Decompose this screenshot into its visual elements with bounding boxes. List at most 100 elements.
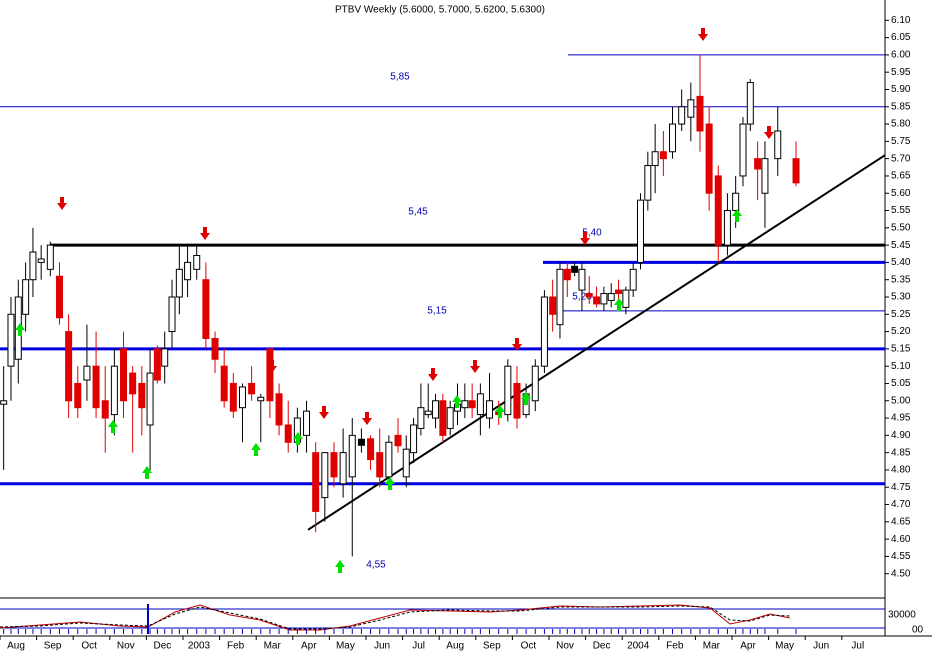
candle-body xyxy=(504,365,512,416)
sell-arrow xyxy=(698,28,708,41)
y-tick-label: 4.55 xyxy=(891,551,911,562)
candle-body xyxy=(120,348,128,402)
candle-body xyxy=(312,452,320,512)
y-tick-label: 5.95 xyxy=(891,67,911,78)
candle-body xyxy=(0,400,8,405)
candle-body xyxy=(184,261,192,281)
y-tick-label: 4.75 xyxy=(891,482,911,493)
buy-arrow xyxy=(251,443,261,456)
candle-body xyxy=(593,296,601,305)
buy-arrow xyxy=(732,209,742,222)
level-label: 5,85 xyxy=(390,72,410,83)
x-tick-label: Mar xyxy=(703,641,721,652)
y-tick-label: 5.40 xyxy=(891,257,911,268)
candle-body xyxy=(22,279,30,315)
candle-body xyxy=(659,151,667,160)
candle-body xyxy=(74,382,82,409)
candle-body xyxy=(687,99,695,118)
candle-body xyxy=(129,372,137,395)
y-tick-label: 6.00 xyxy=(891,50,911,61)
x-tick-label: Aug xyxy=(7,641,25,652)
candle-body xyxy=(468,400,476,409)
y-tick-label: 5.75 xyxy=(891,136,911,147)
candle-body xyxy=(754,158,762,170)
indicator-label: 30000 xyxy=(888,610,916,621)
candle-body xyxy=(424,410,432,416)
candle-body xyxy=(348,434,356,478)
candle-body xyxy=(161,348,169,367)
y-tick-label: 4.95 xyxy=(891,413,911,424)
candle-body xyxy=(732,192,740,212)
candle-body xyxy=(461,400,469,409)
sell-arrow xyxy=(267,360,277,373)
candle-body xyxy=(578,268,586,291)
y-tick-label: 5.85 xyxy=(891,101,911,112)
candle-body xyxy=(55,275,63,319)
candle-body xyxy=(211,338,219,360)
candle-body xyxy=(549,296,557,315)
x-tick-label: Feb xyxy=(227,641,245,652)
candle-body xyxy=(678,106,686,125)
candle-body xyxy=(146,372,154,426)
candle-body xyxy=(571,265,579,273)
y-tick-label: 5.20 xyxy=(891,326,911,337)
sell-arrow xyxy=(57,197,67,210)
candle-body xyxy=(7,313,15,367)
candle-body xyxy=(238,386,246,409)
candle-body xyxy=(714,175,722,246)
x-tick-label: May xyxy=(775,641,794,652)
y-tick-label: 5.25 xyxy=(891,309,911,320)
candle-body xyxy=(607,293,615,301)
buy-arrow xyxy=(142,466,152,479)
candle-body xyxy=(540,296,548,367)
level-label: 5,45 xyxy=(408,207,428,218)
candle-body xyxy=(65,331,73,402)
y-tick-label: 5.70 xyxy=(891,153,911,164)
x-tick-label: Jul xyxy=(412,641,425,652)
y-tick-label: 4.60 xyxy=(891,534,911,545)
candle-body xyxy=(476,393,484,416)
y-tick-label: 4.80 xyxy=(891,465,911,476)
candle-body xyxy=(266,348,274,402)
x-tick-label: Nov xyxy=(556,641,574,652)
candle-body xyxy=(696,95,704,132)
sell-arrow xyxy=(362,412,372,425)
candle-body xyxy=(622,289,630,308)
indicator-signal xyxy=(0,605,791,630)
buy-arrow xyxy=(614,298,624,311)
y-tick-label: 5.90 xyxy=(891,84,911,95)
candle-body xyxy=(629,268,637,291)
x-tick-label: Sep xyxy=(44,641,62,652)
annotation: 4,55 xyxy=(366,560,386,571)
candle-body xyxy=(367,438,375,461)
x-tick-label: 2004 xyxy=(627,641,650,652)
y-tick-label: 4.70 xyxy=(891,499,911,510)
x-tick-label: Oct xyxy=(521,641,537,652)
candle-body xyxy=(257,396,265,402)
buy-arrow xyxy=(452,395,462,408)
y-tick-label: 5.50 xyxy=(891,222,911,233)
candle-body xyxy=(357,438,365,446)
candle-body xyxy=(600,293,608,305)
y-tick-label: 5.80 xyxy=(891,119,911,130)
level-label: 5,15 xyxy=(427,306,447,317)
candle-body xyxy=(644,165,652,201)
y-tick-label: 4.85 xyxy=(891,447,911,458)
y-tick-label: 4.50 xyxy=(891,568,911,579)
x-tick-label: Jun xyxy=(813,641,829,652)
x-tick-label: Jun xyxy=(374,641,390,652)
buy-arrow xyxy=(15,323,25,336)
candle-body xyxy=(651,151,659,167)
candle-body xyxy=(761,158,769,194)
buy-arrow xyxy=(495,405,505,418)
candle-body xyxy=(531,365,539,402)
chart-title: PTBV Weekly (5.6000, 5.7000, 5.6200, 5.6… xyxy=(335,5,545,16)
sell-arrow xyxy=(319,406,329,419)
y-tick-label: 5.35 xyxy=(891,274,911,285)
candle-body xyxy=(175,268,183,298)
candle-body xyxy=(339,452,347,485)
candle-body xyxy=(29,251,37,281)
y-tick-label: 5.60 xyxy=(891,188,911,199)
